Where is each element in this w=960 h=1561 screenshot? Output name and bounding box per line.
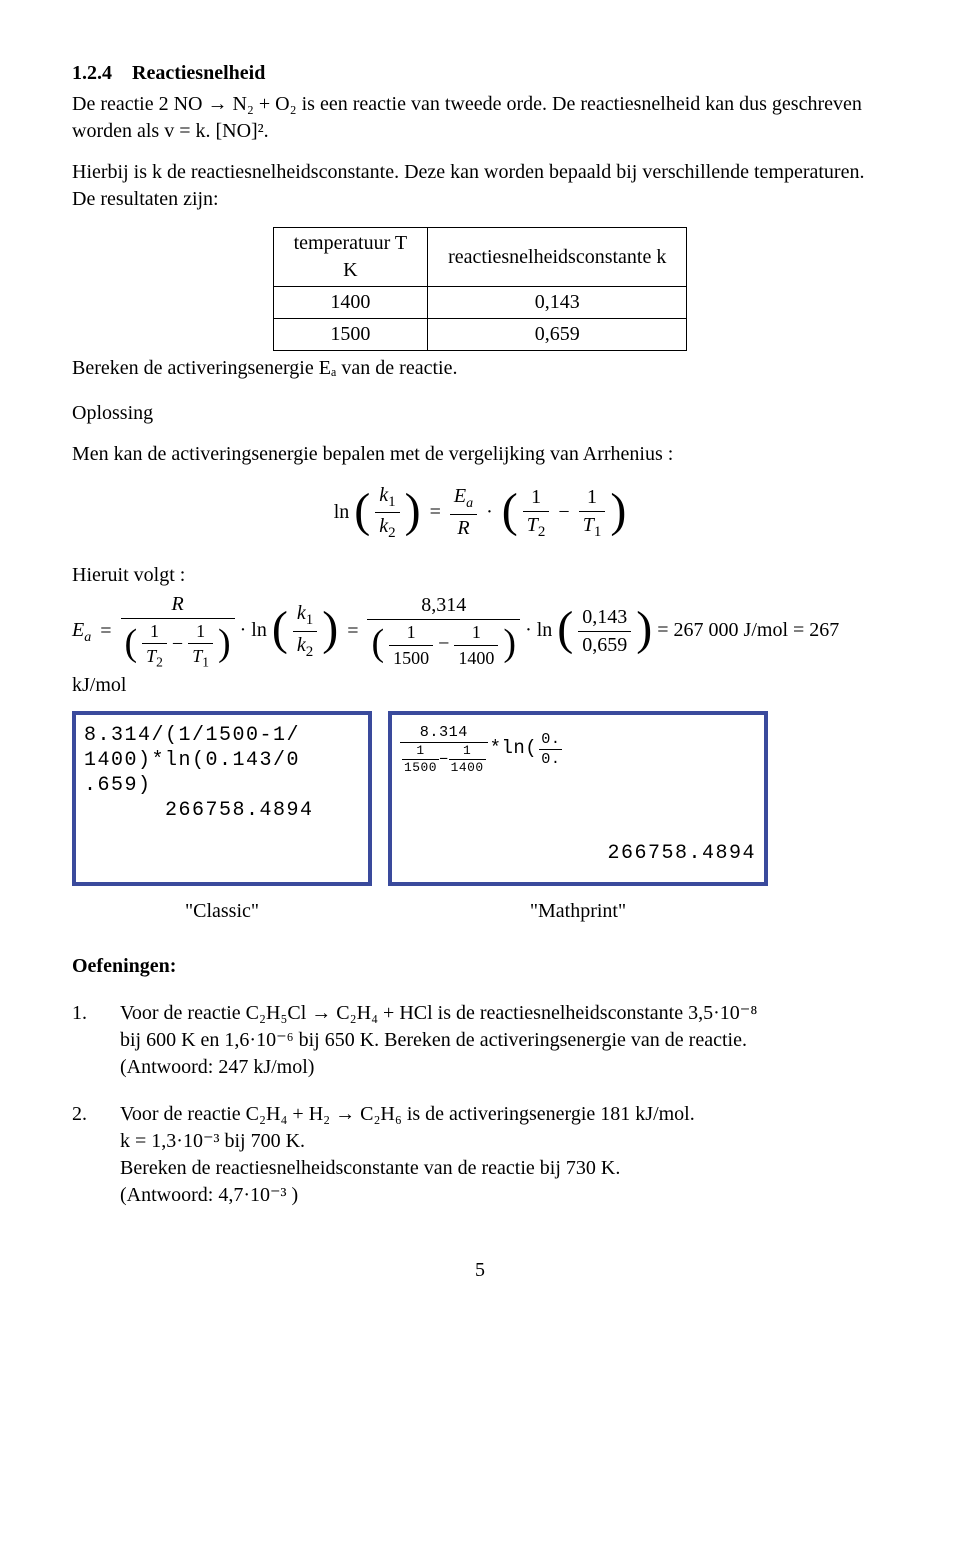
exercises-list: 1. Voor de reactie C₂H₅Cl → C₂H₄ + HCl i… (72, 1000, 888, 1209)
table-row: 1400 0,143 (273, 287, 687, 319)
hieruit-block: Hieruit volgt : Ea = R ( 1T2 − 1T1 ) · l… (72, 562, 888, 699)
table-cell-t: 1500 (273, 319, 427, 351)
ex2-line1: Voor de reactie C₂H₄ + H₂ → C₂H₆ is de a… (120, 1103, 695, 1125)
ex2-line3: Bereken de reactiesnelheidsconstante van… (120, 1157, 620, 1179)
k1-val: 0,143 (578, 604, 631, 632)
bereken-line: Bereken de activeringsenergie Eₐ van de … (72, 355, 888, 382)
k2-val: 0,659 (578, 632, 631, 659)
exercise-item: 2. Voor de reactie C₂H₄ + H₂ → C₂H₆ is d… (72, 1101, 888, 1209)
ex1-line2: bij 600 K en 1,6·10⁻⁶ bij 650 K. Bereken… (120, 1029, 747, 1051)
classic-lines: 8.314/(1/1500-1/ 1400)*ln(0.143/0 .659) … (84, 724, 314, 822)
section-heading: 1.2.4 Reactiesnelheid (72, 60, 888, 87)
arrhenius-sentence: Men kan de activeringsenergie bepalen me… (72, 441, 888, 468)
ex2-line4: (Antwoord: 4,7·10⁻³ ) (120, 1184, 298, 1206)
data-table: temperatuur T K reactiesnelheidsconstant… (273, 227, 688, 351)
intro1-text: De reactie 2 NO → N₂ + O₂ is een reactie… (72, 93, 862, 142)
calculator-box-classic: 8.314/(1/1500-1/ 1400)*ln(0.143/0 .659) … (72, 711, 372, 886)
R-value: 8,314 (367, 592, 520, 620)
exercise-body: Voor de reactie C₂H₄ + H₂ → C₂H₆ is de a… (120, 1101, 888, 1209)
hieruit-label: Hieruit volgt : (72, 564, 185, 586)
table-cell-t: 1400 (273, 287, 427, 319)
table-row: 1500 0,659 (273, 319, 687, 351)
table-h1-l1: temperatuur T (294, 232, 407, 254)
calculator-box-mathprint: 8.31411500−11400*ln(0.0. 266758.4894 (388, 711, 768, 886)
exercise-number: 1. (72, 1000, 120, 1081)
ex2-line2: k = 1,3·10⁻³ bij 700 K. (120, 1130, 305, 1152)
oplossing-heading: Oplossing (72, 400, 888, 427)
exercise-item: 1. Voor de reactie C₂H₅Cl → C₂H₄ + HCl i… (72, 1000, 888, 1081)
table-cell-k: 0,143 (428, 287, 687, 319)
oefeningen-heading: Oefeningen: (72, 953, 888, 980)
arrhenius-equation: ln ( k1k2 ) = EaR · ( 1T2 − 1T1 ) (72, 482, 888, 544)
ex1-line3: (Antwoord: 247 kJ/mol) (120, 1056, 314, 1078)
page-number: 5 (72, 1257, 888, 1284)
intro-paragraph-2: Hierbij is k de reactiesnelheidsconstant… (72, 159, 888, 213)
section-number: 1.2.4 (72, 62, 112, 84)
ex1-line1: Voor de reactie C₂H₅Cl → C₂H₄ + HCl is d… (120, 1002, 757, 1024)
calculator-labels: "Classic" "Mathprint" (72, 898, 888, 925)
t2-val: 1500 (389, 646, 433, 670)
table-cell-k: 0,659 (428, 319, 687, 351)
table-h1-l2: K (343, 259, 357, 281)
exercise-body: Voor de reactie C₂H₅Cl → C₂H₄ + HCl is d… (120, 1000, 888, 1081)
table-header-k: reactiesnelheidsconstante k (428, 228, 687, 287)
ea-equation-line: Ea = R ( 1T2 − 1T1 ) · ln ( k1k2 ) = 8,3… (72, 591, 888, 699)
section-title: Reactiesnelheid (132, 62, 265, 84)
table-header-temp: temperatuur T K (273, 228, 427, 287)
t1-val: 1400 (454, 646, 498, 670)
classic-label: "Classic" (72, 898, 372, 925)
exercise-number: 2. (72, 1101, 120, 1209)
calculator-row: 8.314/(1/1500-1/ 1400)*ln(0.143/0 .659) … (72, 711, 888, 886)
mathprint-label: "Mathprint" (388, 898, 768, 925)
intro-paragraph-1: De reactie 2 NO → N₂ + O₂ is een reactie… (72, 91, 888, 145)
